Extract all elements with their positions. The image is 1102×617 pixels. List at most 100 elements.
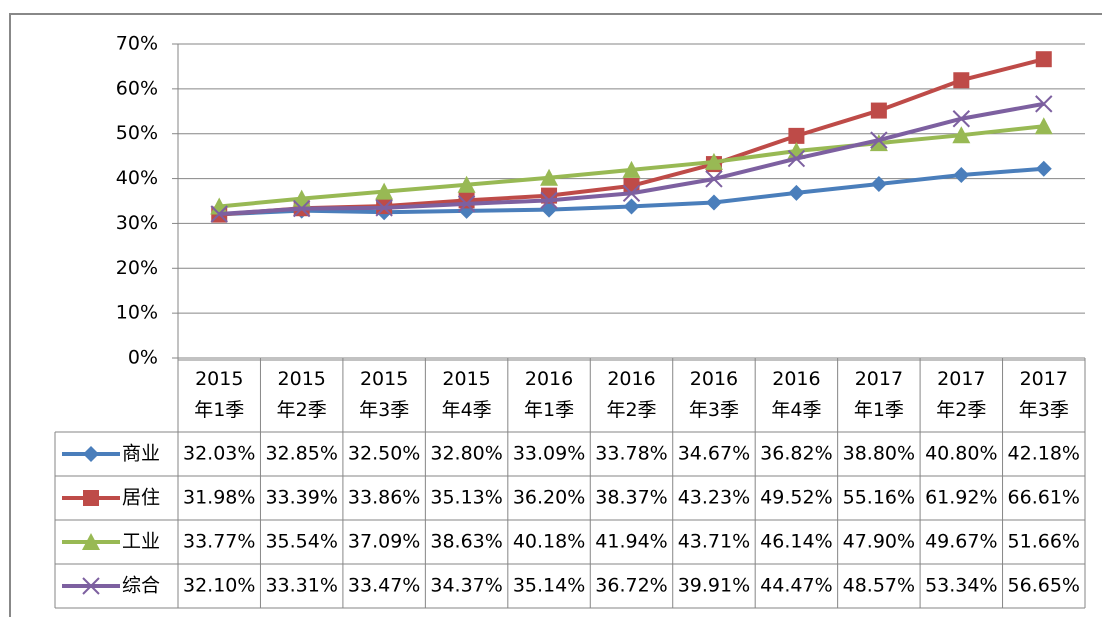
x-tick-label: 2017 年2季 <box>936 368 987 421</box>
value-label: 39.91% <box>678 575 750 597</box>
value-label: 36.72% <box>595 575 667 597</box>
series-line <box>219 101 1045 217</box>
marker <box>1035 160 1052 177</box>
legend-marker <box>83 446 99 462</box>
value-label: 38.63% <box>430 531 502 553</box>
marker <box>292 199 311 218</box>
x-tick-label: 2016 年2季 <box>606 368 657 421</box>
value-label: 36.82% <box>760 443 832 465</box>
y-tick-label: 20% <box>116 257 158 279</box>
marker <box>540 168 559 186</box>
marker <box>1035 95 1053 113</box>
x-tick-label: 2015 年1季 <box>194 368 245 421</box>
value-label: 46.14% <box>760 531 832 553</box>
y-tick-label: 40% <box>116 167 158 189</box>
legend-marker <box>82 577 100 595</box>
marker <box>952 110 971 128</box>
value-label: 49.67% <box>925 531 997 553</box>
value-label: 32.80% <box>430 443 502 465</box>
marker <box>870 131 888 149</box>
value-label: 35.54% <box>265 531 337 553</box>
value-label: 33.77% <box>183 531 255 553</box>
x-tick-label: 2015 年4季 <box>441 368 492 421</box>
marker <box>870 175 887 192</box>
x-tick-label: 2016 年4季 <box>771 368 822 421</box>
value-label: 51.66% <box>1008 531 1080 553</box>
value-label: 33.39% <box>265 487 337 509</box>
marker <box>787 149 806 168</box>
x-tick-label: 2016 年3季 <box>688 368 740 421</box>
marker <box>705 194 722 211</box>
value-label: 32.10% <box>183 575 255 597</box>
value-label: 40.80% <box>925 443 997 465</box>
legend-label: 商业 <box>122 443 160 465</box>
marker <box>622 160 641 178</box>
marker <box>953 166 970 183</box>
x-tick-label: 2017 年3季 <box>1018 368 1069 421</box>
value-label: 35.13% <box>430 487 502 509</box>
marker <box>704 152 723 170</box>
value-label: 32.85% <box>265 443 337 465</box>
value-label: 33.47% <box>348 575 420 597</box>
legend-label: 居住 <box>122 487 160 509</box>
value-label: 32.50% <box>348 443 420 465</box>
x-tick-label: 2017 年1季 <box>853 368 904 421</box>
value-label: 33.09% <box>513 443 585 465</box>
frame <box>9 13 1102 617</box>
marker <box>952 126 971 144</box>
marker <box>788 184 805 201</box>
value-label: 31.98% <box>183 487 255 509</box>
marker <box>457 175 476 193</box>
legend-label: 工业 <box>122 531 160 553</box>
value-label: 56.65% <box>1008 575 1080 597</box>
legend-label: 综合 <box>122 575 160 597</box>
value-label: 32.03% <box>183 443 255 465</box>
legend-marker <box>82 533 100 550</box>
value-label: 33.78% <box>595 443 667 465</box>
y-tick-label: 60% <box>116 77 158 99</box>
marker <box>788 127 805 144</box>
x-tick-label: 2015 年3季 <box>359 368 410 421</box>
y-tick-label: 50% <box>116 122 158 144</box>
value-label: 48.57% <box>843 575 915 597</box>
marker <box>292 189 311 207</box>
marker <box>457 195 476 213</box>
marker <box>1034 117 1053 135</box>
value-label: 37.09% <box>348 531 420 553</box>
value-label: 53.34% <box>925 575 997 597</box>
value-label: 61.92% <box>925 487 997 509</box>
marker <box>870 102 887 119</box>
marker <box>705 170 723 188</box>
y-tick-label: 30% <box>116 212 158 234</box>
marker <box>210 205 228 223</box>
marker <box>375 199 393 217</box>
y-tick-label: 70% <box>116 33 158 55</box>
marker <box>1035 51 1052 68</box>
value-label: 34.67% <box>678 443 750 465</box>
value-label: 33.31% <box>265 575 337 597</box>
value-label: 55.16% <box>843 487 915 509</box>
value-label: 66.61% <box>1008 487 1080 509</box>
marker <box>869 134 888 152</box>
x-tick-label: 2016 年1季 <box>524 368 575 421</box>
y-tick-label: 0% <box>128 347 158 369</box>
marker <box>623 198 640 215</box>
value-label: 47.90% <box>843 531 915 553</box>
value-label: 38.37% <box>595 487 667 509</box>
marker <box>540 191 558 210</box>
value-label: 35.14% <box>513 575 585 597</box>
legend-marker <box>83 490 99 506</box>
value-label: 33.86% <box>348 487 420 509</box>
marker <box>622 184 641 202</box>
marker <box>541 201 558 218</box>
value-label: 43.23% <box>678 487 750 509</box>
x-tick-label: 2015 年2季 <box>276 368 327 421</box>
marker <box>375 182 394 200</box>
value-label: 38.80% <box>843 443 915 465</box>
marker <box>953 72 970 89</box>
value-label: 36.20% <box>513 487 585 509</box>
value-label: 34.37% <box>430 575 502 597</box>
value-label: 41.94% <box>595 531 667 553</box>
